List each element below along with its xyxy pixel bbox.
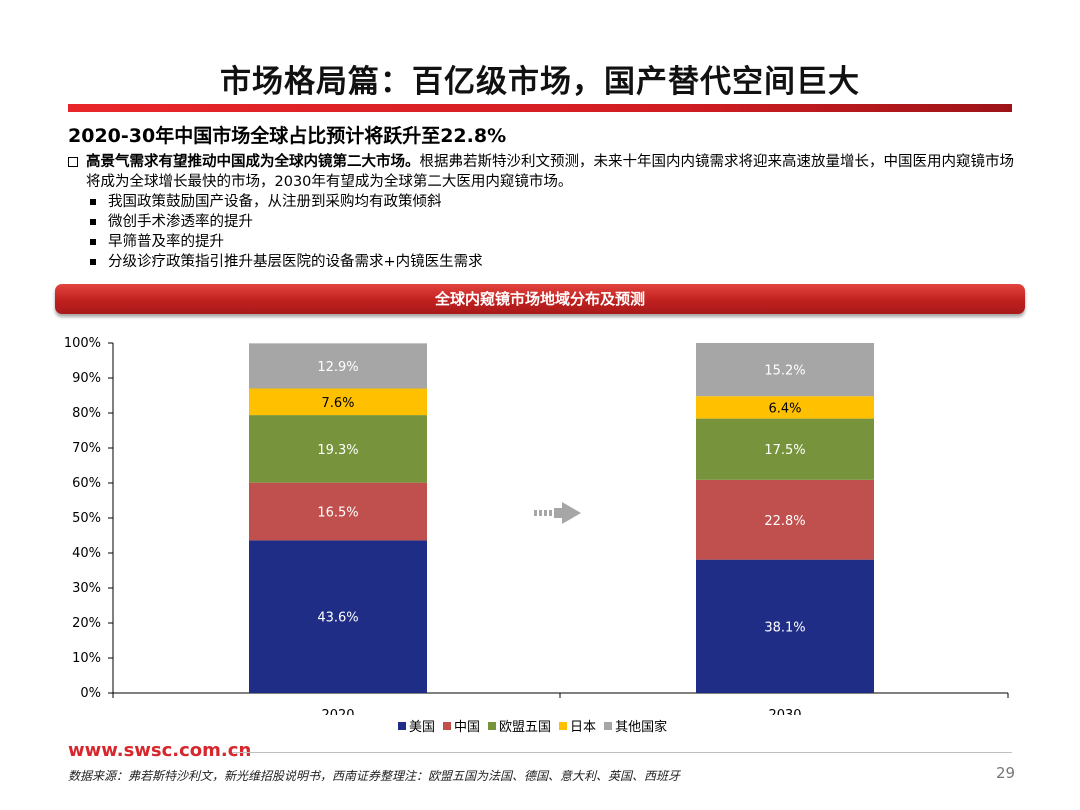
bar-segment bbox=[696, 418, 874, 480]
bar-segment bbox=[249, 343, 427, 389]
y-tick-label: 20% bbox=[72, 616, 101, 631]
bar-segment bbox=[696, 396, 874, 419]
legend-item: 其他国家 bbox=[604, 716, 667, 735]
page-title: 市场格局篇：百亿级市场，国产替代空间巨大 bbox=[220, 64, 860, 100]
data-label: 17.5% bbox=[764, 443, 805, 458]
legend-swatch bbox=[443, 721, 452, 730]
main-bullet-bold-text: 高景气需求有望推动中国成为全球内镜第二大市场。 bbox=[86, 154, 420, 170]
legend-label: 欧盟五国 bbox=[499, 720, 552, 735]
page-number: 29 bbox=[996, 764, 1016, 782]
legend-item: 中国 bbox=[443, 716, 480, 735]
bar-segment bbox=[696, 479, 874, 560]
arrow-dash bbox=[549, 510, 552, 516]
legend-item: 日本 bbox=[559, 716, 596, 735]
data-label: 19.3% bbox=[317, 443, 358, 458]
sub-bullet-text: 早筛普及率的提升 bbox=[108, 234, 224, 250]
sub-bullet: 我国政策鼓励国产设备，从注册到采购均有政策倾斜 bbox=[68, 192, 1018, 212]
data-label: 12.9% bbox=[317, 360, 358, 375]
sub-bullet: 分级诊疗政策指引推升基层医院的设备需求+内镜医生需求 bbox=[68, 252, 1018, 272]
x-tick-label: 2020 bbox=[321, 708, 354, 715]
y-tick-label: 70% bbox=[72, 441, 101, 456]
bar-segment bbox=[249, 482, 427, 541]
bar-segment bbox=[696, 343, 874, 397]
square-bullet-icon bbox=[90, 219, 96, 225]
footer-divider bbox=[232, 752, 1012, 753]
y-tick-label: 60% bbox=[72, 476, 101, 491]
bar-segment bbox=[696, 559, 874, 693]
legend-label: 日本 bbox=[570, 720, 597, 735]
title-divider bbox=[68, 104, 1012, 112]
stacked-bar-chart: 0% 10% 20% 30% 40% 50% 60% 70% 80% 90% 100% 43.6% 16… bbox=[64, 336, 1009, 715]
legend-swatch bbox=[488, 721, 497, 730]
main-bullet-text: 根据弗若斯特沙利文预测，未来十年国内内镜需求将迎来高速放量增长，中国医用内窥镜市… bbox=[86, 154, 1014, 190]
data-label: 6.4% bbox=[768, 401, 801, 416]
chart-legend: 美国 中国 欧盟五国 日本 其他国家 bbox=[398, 716, 667, 735]
sub-bullet-text: 分级诊疗政策指引推升基层医院的设备需求+内镜医生需求 bbox=[108, 254, 483, 270]
checkbox-bullet-icon bbox=[68, 157, 78, 167]
bar-segment bbox=[249, 388, 427, 416]
chart-banner: 全球内窥镜市场地域分布及预测 bbox=[55, 284, 1025, 314]
legend-swatch bbox=[604, 721, 613, 730]
data-label: 22.8% bbox=[764, 514, 805, 529]
bullet-list: 高景气需求有望推动中国成为全球内镜第二大市场。根据弗若斯特沙利文预测，未来十年国… bbox=[68, 152, 1018, 272]
sub-bullet: 微创手术渗透率的提升 bbox=[68, 212, 1018, 232]
legend-label: 其他国家 bbox=[615, 720, 668, 735]
data-label: 7.6% bbox=[321, 396, 354, 411]
square-bullet-icon bbox=[90, 259, 96, 265]
legend-item: 欧盟五国 bbox=[488, 716, 551, 735]
data-label: 38.1% bbox=[764, 620, 805, 635]
main-bullet: 高景气需求有望推动中国成为全球内镜第二大市场。根据弗若斯特沙利文预测，未来十年国… bbox=[68, 152, 1018, 192]
data-source-note: 数据来源：弗若斯特沙利文，新光维招股说明书，西南证券整理注：欧盟五国为法国、德国… bbox=[68, 769, 681, 783]
arrow-shaft bbox=[554, 508, 564, 518]
bar-segment bbox=[249, 540, 427, 693]
y-tick-label: 40% bbox=[72, 546, 101, 561]
y-tick-label: 30% bbox=[72, 581, 101, 596]
sub-bullet-text: 我国政策鼓励国产设备，从注册到采购均有政策倾斜 bbox=[108, 194, 442, 210]
data-label: 43.6% bbox=[317, 611, 358, 626]
y-tick-label: 100% bbox=[64, 336, 101, 351]
y-tick-label: 10% bbox=[72, 651, 101, 666]
legend-swatch bbox=[398, 721, 406, 730]
bar-segment bbox=[249, 415, 427, 483]
sub-bullet-text: 微创手术渗透率的提升 bbox=[108, 214, 253, 230]
arrow-dash bbox=[534, 510, 537, 516]
legend-label: 美国 bbox=[409, 720, 436, 735]
legend-label: 中国 bbox=[454, 720, 481, 735]
y-tick-label: 90% bbox=[72, 371, 101, 386]
y-tick-label: 80% bbox=[72, 406, 101, 421]
legend-item: 美国 bbox=[398, 716, 435, 735]
x-tick-label: 2030 bbox=[768, 708, 801, 715]
y-tick-label: 0% bbox=[80, 686, 101, 701]
legend-swatch bbox=[559, 721, 568, 730]
square-bullet-icon bbox=[90, 239, 96, 245]
sub-bullet: 早筛普及率的提升 bbox=[68, 232, 1018, 252]
data-label: 16.5% bbox=[317, 506, 358, 521]
arrow-dash bbox=[544, 510, 547, 516]
data-label: 15.2% bbox=[764, 364, 805, 379]
website-link[interactable]: www.swsc.com.cn bbox=[68, 740, 252, 761]
section-subtitle: 2020-30年中国市场全球占比预计将跃升至22.8% bbox=[68, 125, 507, 147]
square-bullet-icon bbox=[90, 199, 96, 205]
arrow-dash bbox=[539, 510, 542, 516]
arrow-head-icon bbox=[562, 502, 581, 524]
y-tick-label: 50% bbox=[72, 511, 101, 526]
